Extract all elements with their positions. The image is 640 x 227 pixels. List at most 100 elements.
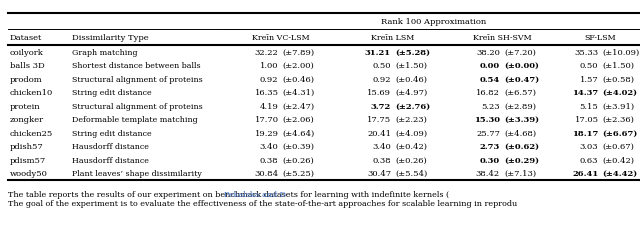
Text: woody50: woody50 [10,170,48,178]
Text: 3.40: 3.40 [260,143,278,151]
Text: (±4.68): (±4.68) [504,129,536,137]
Text: 3.40: 3.40 [372,143,391,151]
Text: (±5.54): (±5.54) [395,170,428,178]
Text: (±0.46): (±0.46) [395,75,427,83]
Text: 16.82: 16.82 [476,89,500,97]
Text: (±7.13): (±7.13) [504,170,536,178]
Text: (±0.46): (±0.46) [282,75,314,83]
Text: 38.20: 38.20 [476,49,500,57]
Text: Structural alignment of proteins: Structural alignment of proteins [72,102,203,110]
Text: Graph matching: Graph matching [72,49,138,57]
Text: (±0.47): (±0.47) [504,75,539,83]
Text: 15.30: 15.30 [474,116,500,124]
Text: (±2.36): (±2.36) [602,116,634,124]
Text: (±4.42): (±4.42) [602,170,637,178]
Text: 5.23: 5.23 [481,102,500,110]
Text: 20.41: 20.41 [367,129,391,137]
Text: 1.57: 1.57 [580,75,598,83]
Text: (±2.00): (±2.00) [282,62,314,70]
Text: 0.30: 0.30 [480,156,500,164]
Text: (±6.57): (±6.57) [504,89,536,97]
Text: 18.17: 18.17 [572,129,598,137]
Text: chicken25: chicken25 [10,129,53,137]
Text: Kreīn LSM: Kreīn LSM [371,34,415,42]
Text: (±6.67): (±6.67) [602,129,637,137]
Text: coilyork: coilyork [10,49,44,57]
Text: 4.19: 4.19 [260,102,278,110]
Text: (±0.58): (±0.58) [602,75,634,83]
Text: 15.69: 15.69 [367,89,391,97]
Text: Shortest distance between balls: Shortest distance between balls [72,62,200,70]
Text: (±2.23): (±2.23) [395,116,427,124]
Text: (±0.39): (±0.39) [282,143,314,151]
Text: 3.03: 3.03 [580,143,598,151]
Text: protein: protein [10,102,40,110]
Text: (±0.26): (±0.26) [395,156,427,164]
Text: (±7.89): (±7.89) [282,49,315,57]
Text: Rank 100 Approximation: Rank 100 Approximation [381,18,486,26]
Text: (±3.91): (±3.91) [602,102,635,110]
Text: prodom: prodom [10,75,43,83]
Text: 19.29: 19.29 [255,129,278,137]
Text: 0.92: 0.92 [260,75,278,83]
Text: Hausdorff distance: Hausdorff distance [72,143,149,151]
Text: 30.84: 30.84 [254,170,278,178]
Text: 3.72: 3.72 [371,102,391,110]
Text: Deformable template matching: Deformable template matching [72,116,198,124]
Text: Dissimilarity Type: Dissimilarity Type [72,34,148,42]
Text: (±2.89): (±2.89) [504,102,536,110]
Text: 0.54: 0.54 [480,75,500,83]
Text: SF-LSM: SF-LSM [585,34,616,42]
Text: 0.92: 0.92 [372,75,391,83]
Text: (±4.02): (±4.02) [602,89,637,97]
Text: pdism57: pdism57 [10,156,46,164]
Text: String edit distance: String edit distance [72,89,152,97]
Text: (±5.25): (±5.25) [282,170,314,178]
Text: (±1.50): (±1.50) [395,62,427,70]
Text: (±4.97): (±4.97) [395,89,428,97]
Text: 32.22: 32.22 [255,49,278,57]
Text: 16.35: 16.35 [255,89,278,97]
Text: (±10.09): (±10.09) [602,49,640,57]
Text: (±0.26): (±0.26) [282,156,314,164]
Text: 14.37: 14.37 [572,89,598,97]
Text: The goal of the experiment is to evaluate the effectiveness of the state-of-the-: The goal of the experiment is to evaluat… [8,199,517,207]
Text: 17.70: 17.70 [255,116,278,124]
Text: (±2.06): (±2.06) [282,116,314,124]
Text: 0.00: 0.00 [480,62,500,70]
Text: 0.50: 0.50 [580,62,598,70]
Text: 35.33: 35.33 [574,49,598,57]
Text: Plant leaves’ shape dissimilarity: Plant leaves’ shape dissimilarity [72,170,202,178]
Text: String edit distance: String edit distance [72,129,152,137]
Text: (±2.47): (±2.47) [282,102,315,110]
Text: pdish57: pdish57 [10,143,44,151]
Text: (±4.09): (±4.09) [395,129,427,137]
Text: The table reports the results of our experiment on benchmark datasets for learni: The table reports the results of our exp… [8,190,449,198]
Text: zongker: zongker [10,116,44,124]
Text: (±4.31): (±4.31) [282,89,315,97]
Text: 17.75: 17.75 [367,116,391,124]
Text: (±3.39): (±3.39) [504,116,539,124]
Text: 25.77: 25.77 [476,129,500,137]
Text: 17.05: 17.05 [575,116,598,124]
Text: Structural alignment of proteins: Structural alignment of proteins [72,75,203,83]
Text: 26.41: 26.41 [572,170,598,178]
Text: 1.00: 1.00 [260,62,278,70]
Text: chicken10: chicken10 [10,89,53,97]
Text: Hausdorff distance: Hausdorff distance [72,156,149,164]
Text: (±2.76): (±2.76) [395,102,430,110]
Text: 0.38: 0.38 [372,156,391,164]
Text: 0.63: 0.63 [580,156,598,164]
Text: 5.15: 5.15 [580,102,598,110]
Text: 38.42: 38.42 [476,170,500,178]
Text: Kreīn SH-SVM: Kreīn SH-SVM [473,34,531,42]
Text: Pekalska and D: Pekalska and D [224,190,286,198]
Text: 30.47: 30.47 [367,170,391,178]
Text: 31.21: 31.21 [365,49,391,57]
Text: Kreīn VC-LSM: Kreīn VC-LSM [252,34,309,42]
Text: balls 3D: balls 3D [10,62,45,70]
Text: 0.38: 0.38 [260,156,278,164]
Text: (±1.50): (±1.50) [602,62,634,70]
Text: (±0.42): (±0.42) [602,156,634,164]
Text: (±0.62): (±0.62) [504,143,539,151]
